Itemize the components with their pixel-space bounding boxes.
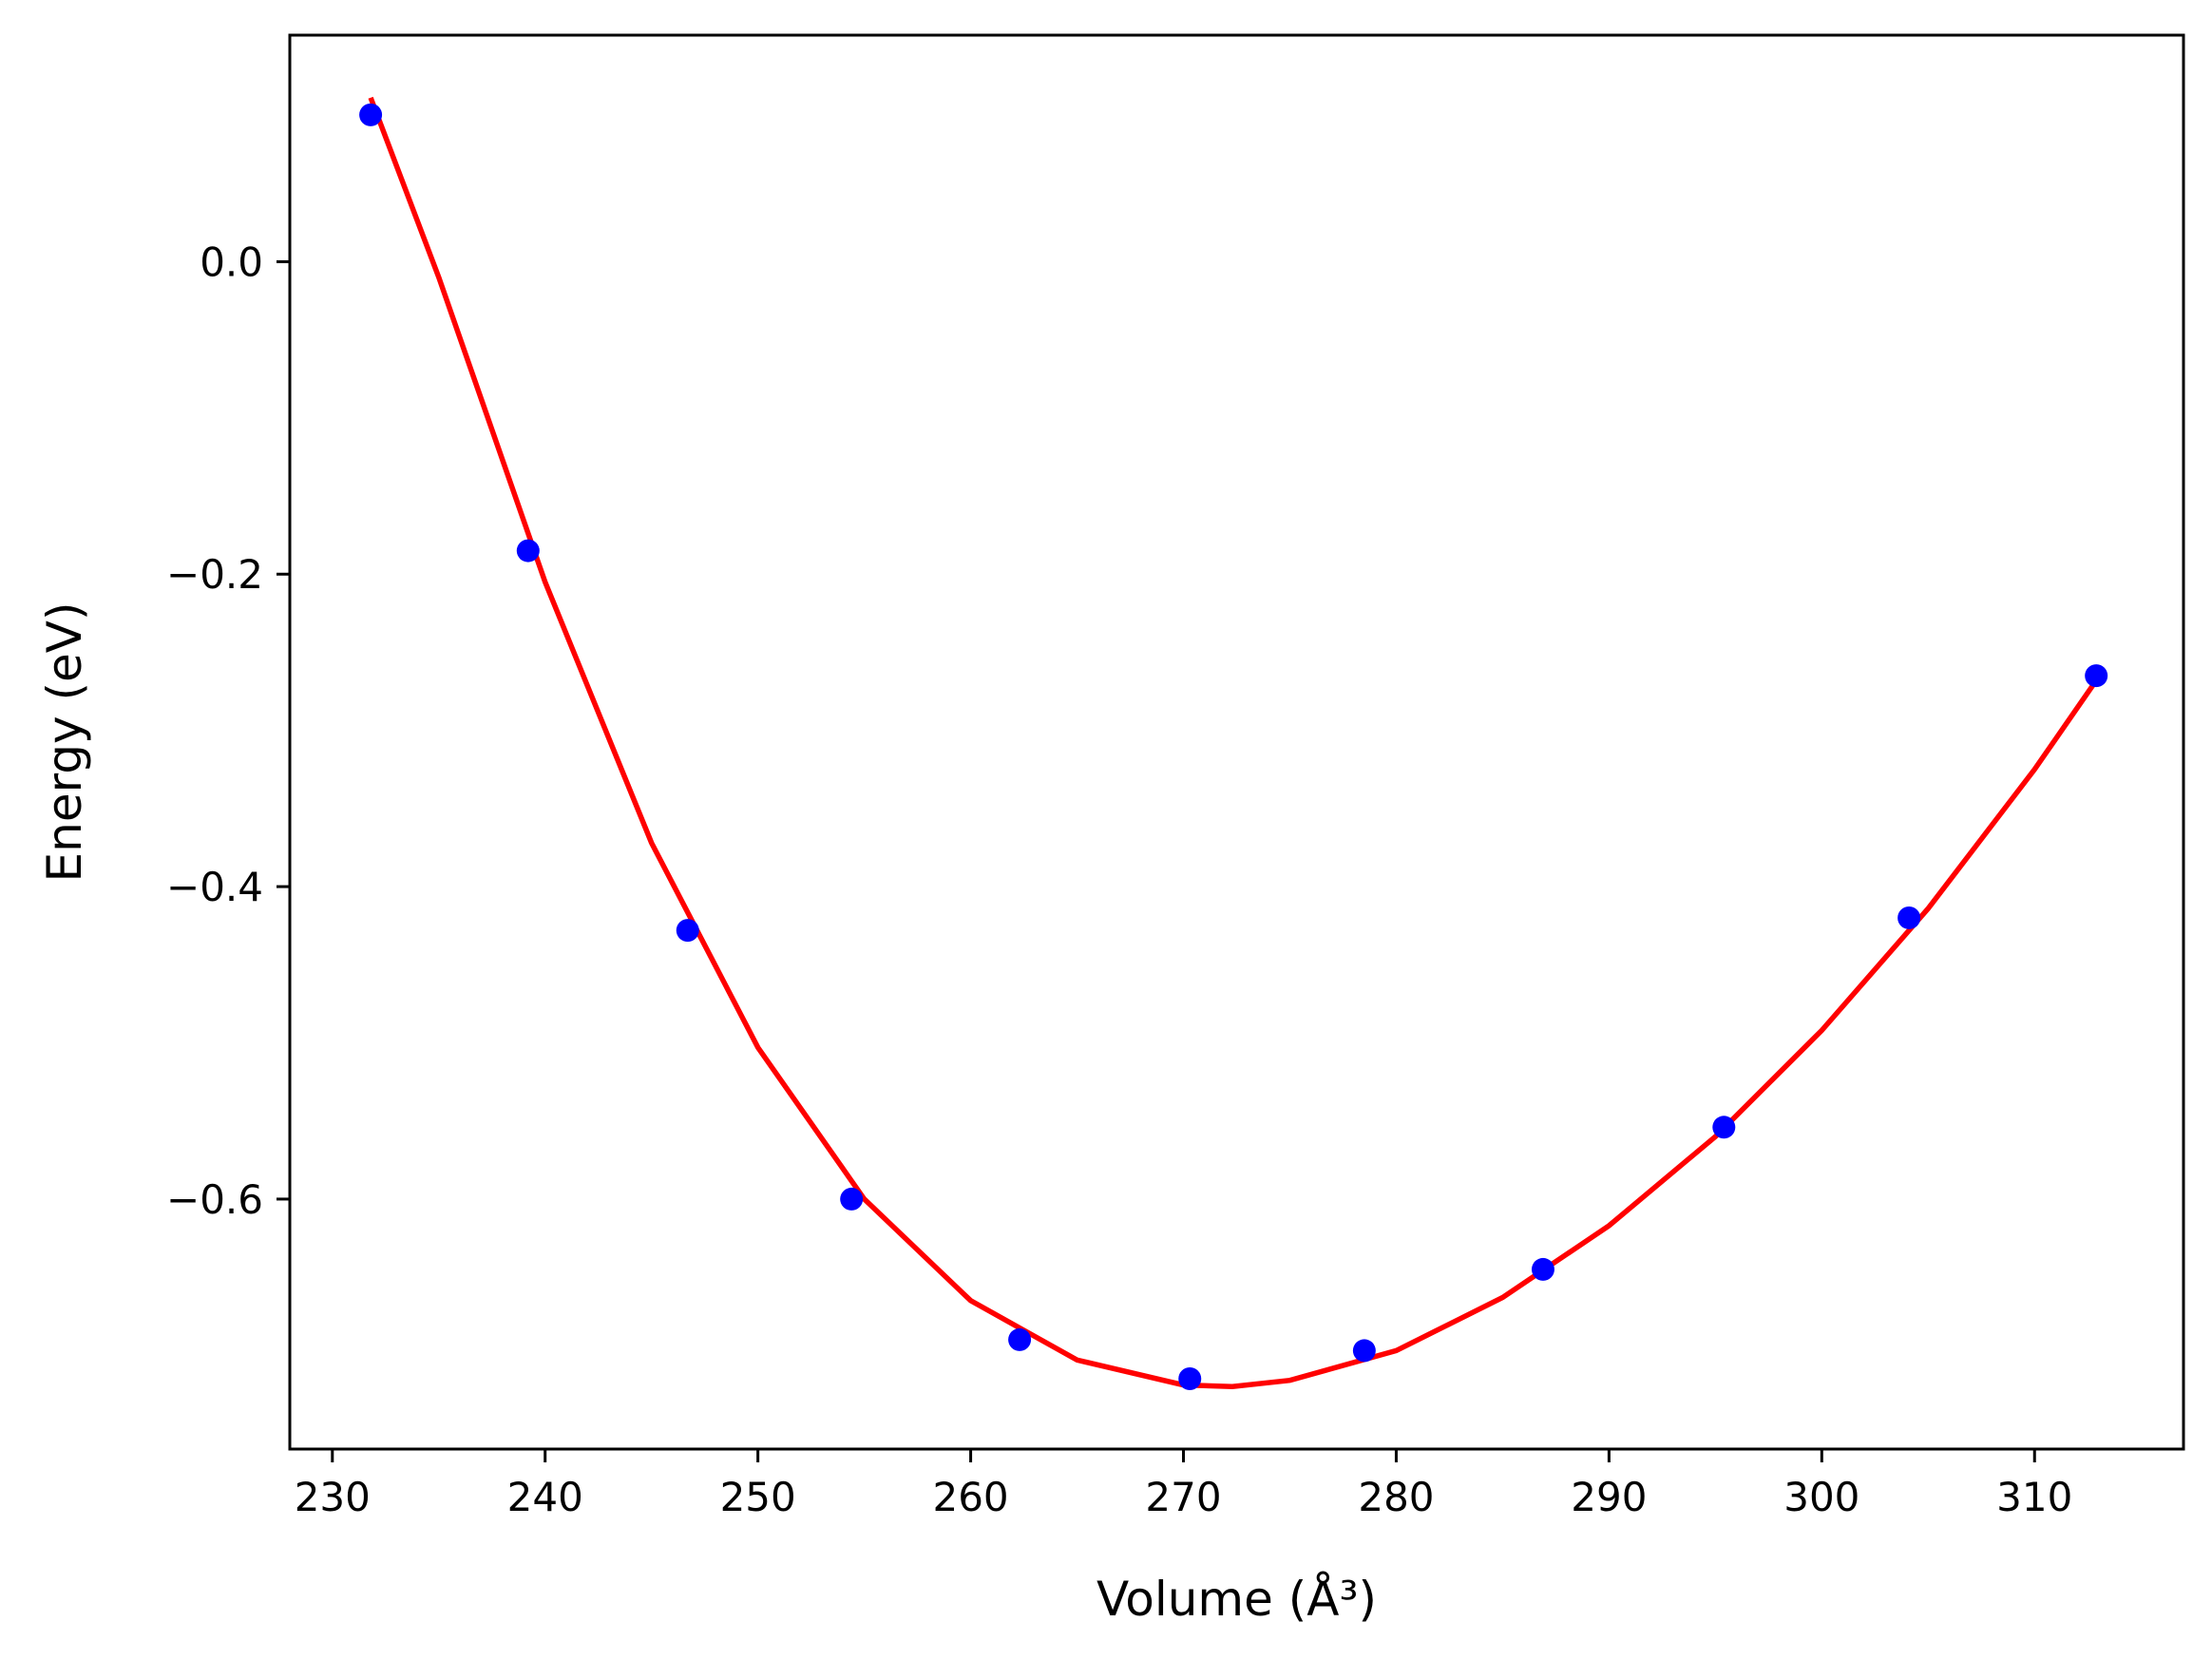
y-tick-label: 0.0 [200, 239, 263, 285]
data-point [1712, 1116, 1736, 1139]
x-tick-label: 270 [1145, 1474, 1221, 1520]
y-tick-label: −0.2 [166, 551, 263, 598]
data-point [359, 103, 383, 126]
x-tick-label: 280 [1358, 1474, 1434, 1520]
data-points [359, 103, 2108, 1391]
x-tick-label: 250 [720, 1474, 796, 1520]
data-point [2085, 664, 2108, 688]
data-point [840, 1187, 864, 1211]
data-point [1178, 1367, 1202, 1391]
x-tick-label: 240 [507, 1474, 583, 1520]
x-axis-label: Volume (Å³) [1096, 1572, 1377, 1627]
data-point [1897, 906, 1921, 929]
plot-area [359, 96, 2108, 1391]
y-tick-label: −0.4 [166, 864, 263, 910]
fit-curve-line [368, 96, 2099, 1389]
data-point [516, 539, 540, 563]
x-tick-label: 230 [295, 1474, 371, 1520]
data-point [1531, 1257, 1554, 1281]
data-point [1352, 1339, 1376, 1363]
plot-frame [288, 33, 2185, 1451]
x-tick-label: 260 [932, 1474, 1008, 1520]
x-tick-label: 290 [1571, 1474, 1647, 1520]
data-point [1008, 1327, 1032, 1351]
data-point [676, 919, 699, 943]
x-axis-ticks: 230 240 250 260 270 280 290 300 310 [295, 1449, 2072, 1520]
x-tick-label: 300 [1783, 1474, 1859, 1520]
y-axis-ticks: 0.0 −0.2 −0.4 −0.6 [166, 239, 290, 1223]
y-tick-label: −0.6 [166, 1176, 263, 1223]
y-axis-label: Energy (eV) [37, 602, 92, 883]
x-tick-label: 310 [1996, 1474, 2072, 1520]
